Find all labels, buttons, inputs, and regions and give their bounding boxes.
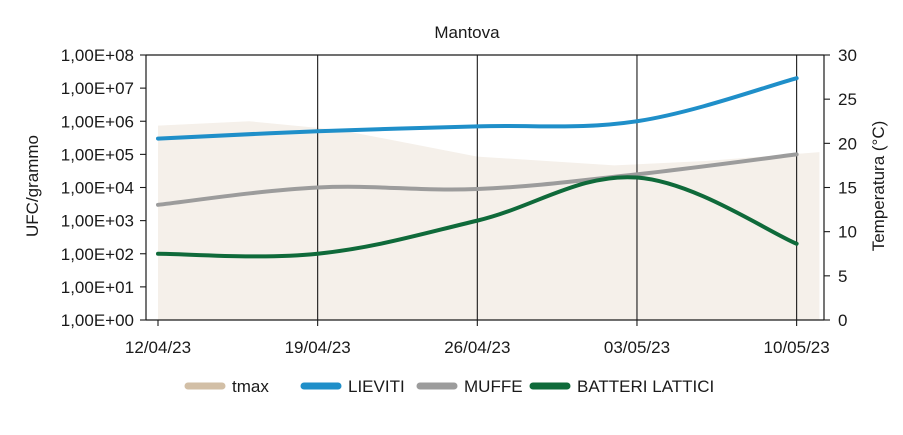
series-line-lieviti xyxy=(156,76,799,141)
y-tick-label: 1,00E+04 xyxy=(61,179,134,198)
tmax-area xyxy=(158,121,820,320)
y-tick-label: 1,00E+07 xyxy=(61,79,134,98)
y-tick-label: 1,00E+00 xyxy=(61,311,134,330)
y-axis-title: UFC/grammo xyxy=(23,135,42,237)
y2-axis-title: Temperatura (°C) xyxy=(869,121,888,252)
legend-item-muffe: MUFFE xyxy=(416,377,523,396)
y2-axis-ticks: 0 5 10 15 20 25 30 xyxy=(824,46,857,330)
x-tick-label: 12/04/23 xyxy=(125,338,191,357)
series-line-muffe xyxy=(156,152,799,207)
x-tick-label: 26/04/23 xyxy=(444,338,510,357)
x-tick-label: 19/04/23 xyxy=(285,338,351,357)
y-tick-label: 1,00E+06 xyxy=(61,112,134,131)
legend-item-batteri-lattici: BATTERI LATTICI xyxy=(529,377,714,396)
tmax-area-layer xyxy=(158,121,820,320)
x-axis-ticks: 12/04/23 19/04/23 26/04/23 03/05/23 10/05/23 xyxy=(125,320,830,357)
legend-item-lieviti: LIEVITI xyxy=(300,377,405,396)
legend-label: BATTERI LATTICI xyxy=(577,377,714,396)
y-tick-label: 1,00E+01 xyxy=(61,278,134,297)
y2-tick-label: 0 xyxy=(838,311,847,330)
y2-tick-label: 15 xyxy=(838,179,857,198)
series-layer xyxy=(156,76,799,259)
legend: tmax LIEVITI MUFFE BATTERI LATTICI xyxy=(184,377,714,396)
x-tick-label: 10/05/23 xyxy=(764,338,830,357)
x-tick-label: 03/05/23 xyxy=(604,338,670,357)
legend-label: MUFFE xyxy=(464,377,523,396)
y-tick-label: 1,00E+03 xyxy=(61,212,134,231)
y2-tick-label: 5 xyxy=(838,267,847,286)
y-tick-label: 1,00E+05 xyxy=(61,145,134,164)
y2-tick-label: 30 xyxy=(838,46,857,65)
chart-title: Mantova xyxy=(434,23,500,42)
y-tick-label: 1,00E+08 xyxy=(61,46,134,65)
legend-item-tmax: tmax xyxy=(184,377,269,396)
y2-tick-label: 25 xyxy=(838,90,857,109)
y2-tick-label: 20 xyxy=(838,134,857,153)
legend-label: tmax xyxy=(232,377,269,396)
legend-label: LIEVITI xyxy=(348,377,405,396)
y-tick-label: 1,00E+02 xyxy=(61,245,134,264)
series-line-batteri-lattici xyxy=(156,175,799,259)
y-axis-ticks: 1,00E+00 1,00E+01 1,00E+02 1,00E+03 1,00E+04… xyxy=(61,46,146,330)
y2-tick-label: 10 xyxy=(838,223,857,242)
